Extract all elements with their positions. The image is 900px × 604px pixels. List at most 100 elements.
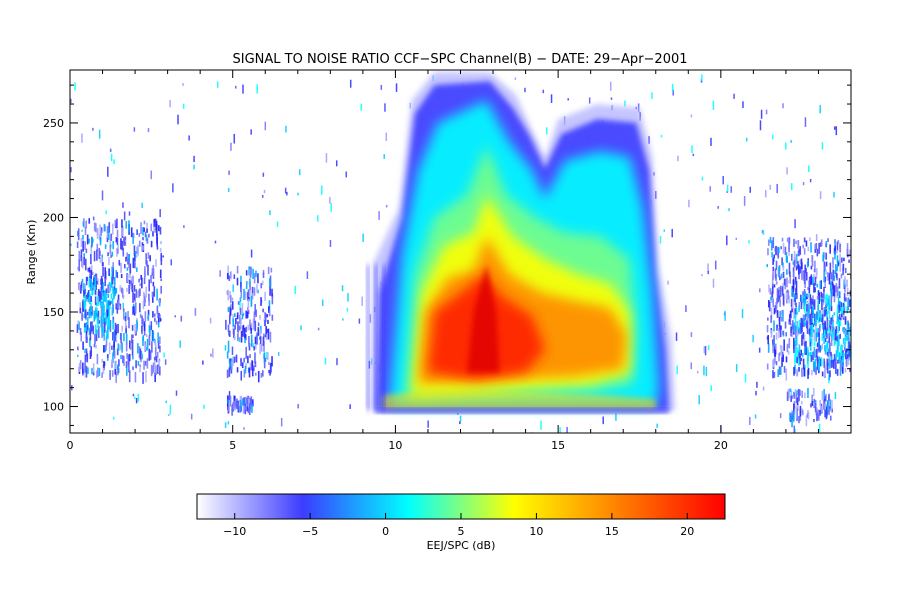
echo-patch-right <box>793 367 795 376</box>
echo-patch-right <box>824 321 827 333</box>
echo-patch-right <box>821 314 824 326</box>
echo-patch-right <box>834 329 837 341</box>
echo-patch-right <box>805 272 808 281</box>
echo-patch-left <box>142 237 144 241</box>
echo-patch-right <box>814 243 816 253</box>
echo-patch-left <box>115 324 118 334</box>
noise-speckle <box>704 346 707 356</box>
echo-patch-right <box>795 240 797 245</box>
echo-patch-small <box>250 327 253 334</box>
echo-patch-right <box>775 281 778 285</box>
echo-patch-right <box>816 283 819 288</box>
echo-patch-left <box>153 219 156 227</box>
echo-patch-small <box>243 327 246 339</box>
heatmap-layer <box>70 71 851 433</box>
echo-patch-right <box>800 349 803 356</box>
echo-patch-left <box>105 344 107 351</box>
noise-speckle <box>177 114 179 125</box>
noise-speckle <box>297 404 299 409</box>
echo-patch-left <box>88 267 91 273</box>
noise-speckle <box>459 421 461 425</box>
echo-patch-right-core <box>828 295 830 308</box>
noise-speckle <box>754 414 757 419</box>
noise-speckle <box>110 272 113 279</box>
echo-patch-right-core <box>809 342 812 347</box>
echo-patch-small <box>248 335 250 345</box>
noise-speckle <box>624 100 626 107</box>
echo-patch-small <box>242 312 245 317</box>
noise-speckle <box>610 97 613 100</box>
echo-patch-left <box>149 350 152 360</box>
echo-patch-left <box>79 360 82 370</box>
echo-patch-right <box>795 265 798 271</box>
echo-patch-left-core <box>97 291 100 296</box>
echo-patch-right <box>815 268 818 275</box>
echo-patch-small <box>271 314 274 321</box>
noise-speckle <box>228 170 230 175</box>
echo-patch-left <box>80 332 82 342</box>
echo-patch-small <box>263 352 266 364</box>
noise-speckle <box>243 427 245 430</box>
echo-patch-right-core <box>823 328 825 339</box>
echo-patch-small <box>267 319 269 325</box>
echo-patch-right-core <box>794 340 797 347</box>
echo-patch-right-core <box>810 355 813 362</box>
echo-patch-left <box>144 266 146 278</box>
echo-patch-right <box>803 277 806 285</box>
echo-patch-right-low <box>819 409 821 416</box>
echo-patch-left <box>102 363 105 374</box>
echo-patch-left <box>103 345 105 353</box>
echo-patch-right-core <box>837 321 840 334</box>
echo-patch-left <box>104 244 107 249</box>
echo-patch-left <box>106 354 109 358</box>
echo-patch-right <box>775 273 777 281</box>
echo-patch-left <box>125 333 128 346</box>
echo-patch-left <box>159 336 161 344</box>
echo-patch-left <box>101 358 104 363</box>
noise-speckle <box>785 142 787 150</box>
echo-patch-right-core <box>841 359 843 368</box>
echo-patch-right-core <box>826 340 829 349</box>
echo-patch-left <box>95 273 97 282</box>
echo-patch-left <box>140 222 142 234</box>
echo-patch-small <box>233 356 235 364</box>
echo-patch-left <box>100 230 103 236</box>
echo-patch-small <box>256 284 258 293</box>
echo-patch-left <box>141 353 143 360</box>
noise-speckle <box>550 94 553 103</box>
noise-speckle <box>833 126 836 130</box>
echo-patch-small <box>247 324 250 331</box>
echo-patch-right <box>828 353 831 360</box>
noise-speckle <box>722 176 724 185</box>
echo-patch-left <box>89 337 91 347</box>
echo-patch-small-low <box>248 398 250 408</box>
echo-patch-left <box>89 306 92 311</box>
echo-patch-small <box>231 360 233 370</box>
noise-speckle <box>741 308 744 319</box>
echo-patch-right <box>779 344 782 349</box>
echo-patch-left <box>141 315 143 325</box>
echo-patch-small <box>248 343 250 347</box>
noise-speckle <box>655 191 657 199</box>
echo-patch-small <box>242 325 244 337</box>
echo-patch-right-low <box>810 403 812 408</box>
echo-patch-right <box>776 309 779 318</box>
echo-patch-left-core <box>83 300 85 309</box>
echo-patch-left <box>130 284 133 291</box>
echo-patch-right-core <box>803 300 806 311</box>
echo-patch-right <box>848 259 850 263</box>
echo-patch-left <box>142 372 144 384</box>
x-axis: 0 5 10 15 20 <box>67 70 852 452</box>
echo-patch-right <box>810 265 813 270</box>
echo-patch-left <box>131 283 134 292</box>
echo-patch-small <box>267 352 269 361</box>
echo-patch-right-core <box>793 323 795 333</box>
noise-speckle <box>349 79 352 88</box>
noise-speckle <box>691 145 693 154</box>
echo-patch-left <box>107 252 109 257</box>
echo-patch-right <box>778 311 781 322</box>
noise-speckle <box>815 234 818 241</box>
echo-patch-left-core <box>89 310 91 317</box>
echo-patch-left <box>134 302 137 311</box>
echo-patch-right-core <box>809 331 811 343</box>
